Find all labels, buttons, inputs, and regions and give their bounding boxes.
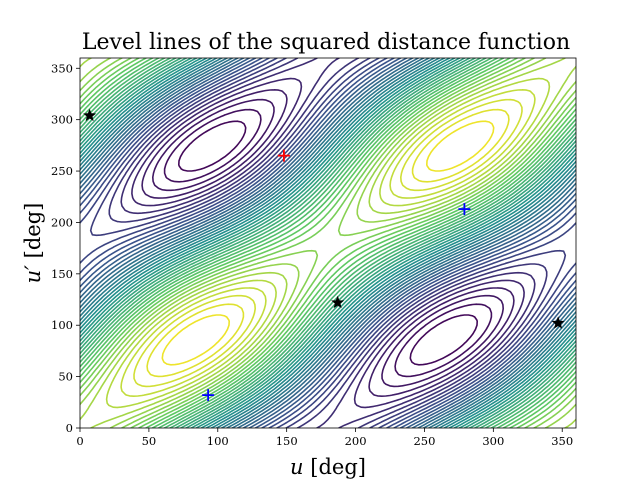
x-tick-label: 150 [276,434,298,448]
contour-level-line [80,58,576,428]
contour-level-line [80,58,576,428]
blue-cross-marker [202,389,215,402]
contour-level-line [108,58,548,428]
x-tick-label: 350 [551,434,573,448]
contour-level-line [80,58,576,428]
contour-level-line [80,58,576,428]
contour-level-line [80,58,576,428]
markers [83,108,565,402]
contour-level-line [80,58,576,428]
x-tick-label: 200 [345,434,367,448]
contour-level-line [80,58,576,428]
contour-level-line [80,58,576,428]
contour-level-line [80,58,576,428]
contour-level-line [141,89,515,397]
black-star-marker [551,316,565,329]
contour-level-line [80,58,576,428]
contour-level-line [80,58,576,428]
x-tick-label: 300 [482,434,504,448]
y-tick-label: 300 [51,113,73,127]
contour-level-line [131,77,525,409]
contour-level-line [133,98,523,388]
contour-level-line [80,58,576,428]
x-axis-ticks: 0 50 100 150 200 250 300 350 [76,428,573,448]
contour-level-line [105,77,551,409]
contour-level-line [146,108,510,378]
y-tick-label: 200 [51,215,73,229]
blue-cross-marker [458,203,471,216]
contour-level-line [178,120,478,366]
contour-level-line [80,58,576,428]
contour-level-line [80,58,576,428]
contour-level-line [80,58,576,428]
y-tick-label: 250 [51,164,73,178]
contour-level-line [80,58,576,428]
red-cross-marker [277,149,290,162]
x-tick-label: 250 [413,434,435,448]
y-tick-label: 50 [58,370,73,384]
contour-level-line [120,89,536,397]
black-star-marker [83,108,97,122]
contour-level-line [80,58,576,428]
plot-frame [79,57,577,429]
y-tick-label: 150 [51,267,73,281]
contour-level-line [152,98,504,388]
y-tick-label: 350 [51,61,73,75]
contour-level-line [163,108,493,378]
y-axis-label: u′ [deg] [21,203,45,284]
contour-level-line [89,58,567,428]
contour-level-line [120,58,536,428]
contour-level-line [80,58,576,428]
x-tick-label: 0 [76,434,83,448]
chart-title: Level lines of the squared distance func… [82,30,570,55]
contour-level-line [80,58,576,428]
contour-level-line [80,58,576,428]
x-tick-label: 50 [142,434,157,448]
contour-level-line [80,58,576,428]
contour-level-line [80,58,576,428]
black-star-marker [331,295,345,309]
y-axis-ticks: 0 50 100 150 200 250 300 350 [51,61,80,435]
contour-level-line [80,58,576,428]
x-axis-label: u [deg] [290,455,366,479]
y-tick-label: 0 [66,421,73,435]
contour-level-line [161,120,495,366]
contour-level-line [80,58,576,428]
contour-lines [80,58,576,428]
x-tick-label: 100 [207,434,229,448]
y-tick-label: 100 [51,318,73,332]
